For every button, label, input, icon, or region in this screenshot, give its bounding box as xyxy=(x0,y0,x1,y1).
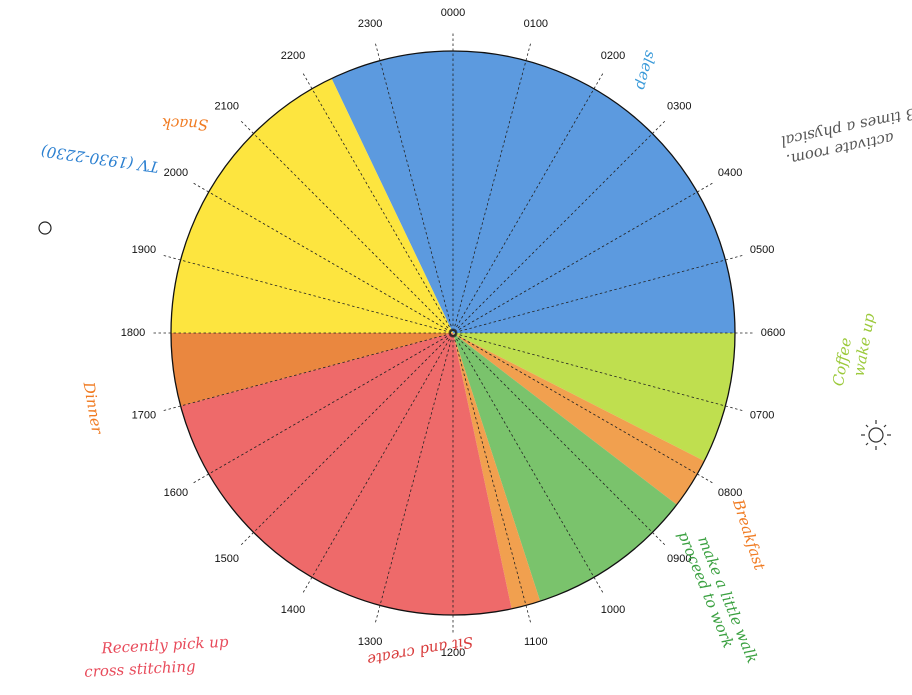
sun-symbol xyxy=(861,420,891,450)
sectors xyxy=(171,51,735,615)
sector xyxy=(453,333,677,602)
tick-label: 0100 xyxy=(524,18,548,30)
tick-label: 1900 xyxy=(132,244,156,256)
tick-label: 0600 xyxy=(761,327,785,339)
tick-label: 2100 xyxy=(214,101,238,113)
annotation: Dinner xyxy=(79,380,106,436)
tick-label: 1800 xyxy=(121,327,145,339)
annotation: Snack xyxy=(161,114,208,134)
annotation: sleep xyxy=(632,49,660,93)
sector xyxy=(171,333,453,406)
tick-label: 2200 xyxy=(281,50,305,62)
annotation: TV (1930-2230) xyxy=(40,142,160,176)
tick-label: 1400 xyxy=(281,604,305,616)
tick-label: 1100 xyxy=(524,636,548,648)
tick-label: 1000 xyxy=(601,604,625,616)
annotation: cross stitching xyxy=(84,657,196,681)
sector xyxy=(331,51,735,333)
tick-label: 0700 xyxy=(750,410,774,422)
tick-label: 0400 xyxy=(718,167,742,179)
tick-label: 0300 xyxy=(667,101,691,113)
sector xyxy=(180,333,512,615)
tick-label: 1500 xyxy=(214,553,238,565)
tick-label: 0000 xyxy=(441,7,465,19)
annotation: Breakfast xyxy=(729,496,769,573)
tick-label: 0200 xyxy=(601,50,625,62)
tick-label: 1600 xyxy=(164,487,188,499)
sector xyxy=(453,333,735,462)
tick-label: 0800 xyxy=(718,487,742,499)
sector xyxy=(453,333,541,609)
tick-label: 0500 xyxy=(750,244,774,256)
tick-label: 1200 xyxy=(441,647,465,659)
tick-label: 2300 xyxy=(358,18,382,30)
tick-label: 2000 xyxy=(164,167,188,179)
tick-label: 0900 xyxy=(667,553,691,565)
annotation: Recently pick up xyxy=(100,633,229,658)
tick-label: 1700 xyxy=(132,410,156,422)
sector xyxy=(453,333,705,505)
tick-label: 1300 xyxy=(358,636,382,648)
ticks: 0000 0100 0200 0300 0400 0500 0600 0700 0800 0900… xyxy=(121,7,785,659)
sector xyxy=(171,78,453,333)
moon-symbol xyxy=(38,221,52,235)
